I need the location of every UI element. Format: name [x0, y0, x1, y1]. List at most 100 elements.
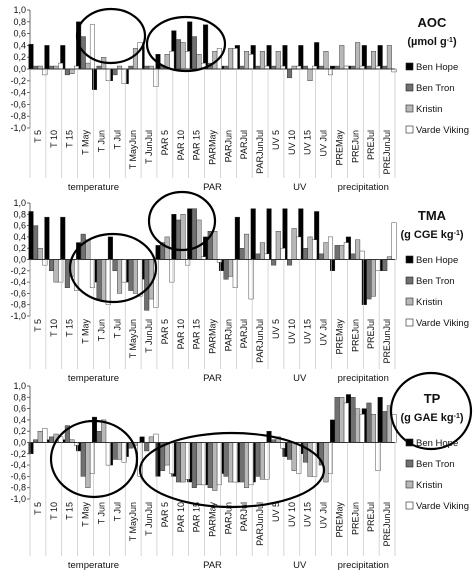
category-label: PARJun [223, 130, 233, 162]
bar [232, 442, 238, 483]
group-label: UV [293, 560, 307, 571]
chart-title: TMA [418, 208, 447, 223]
category-label: PREJun [350, 502, 360, 535]
y-tick-label: -0,2 [10, 266, 26, 276]
bar [196, 54, 202, 70]
bar [85, 442, 91, 488]
bar [85, 239, 91, 260]
category-label: PAR 10 [176, 502, 186, 532]
bar [318, 253, 324, 260]
legend-swatch [405, 438, 414, 447]
category-label: PREMay [334, 130, 344, 166]
y-tick-label: 0,8 [13, 392, 26, 402]
category-label: T May [81, 502, 91, 527]
bar [64, 259, 70, 288]
bar [175, 219, 181, 260]
bar [58, 259, 64, 283]
bar [382, 259, 388, 272]
bar [28, 211, 34, 260]
y-tick-label: 0,2 [13, 243, 26, 253]
highlight-ellipse [68, 232, 158, 304]
bar [264, 253, 270, 260]
bar [89, 442, 95, 474]
legend-swatch [405, 297, 414, 306]
bar [296, 442, 302, 474]
highlight-ellipse [49, 419, 139, 499]
group-label: temperature [68, 560, 119, 571]
category-label: UV 5 [271, 502, 281, 522]
y-tick-label: 0,2 [13, 426, 26, 436]
category-label: PARJun [223, 502, 233, 534]
legend-swatch [405, 276, 414, 285]
category-label: T Jun [96, 319, 106, 341]
bar [53, 259, 59, 283]
bar [228, 259, 234, 277]
bar [382, 411, 388, 443]
bar [307, 442, 313, 477]
category-label: PAR 5 [160, 319, 170, 344]
bar [207, 442, 213, 488]
bar [153, 433, 159, 443]
bar [287, 68, 293, 79]
bar [350, 253, 356, 260]
category-label: PREJunJul [382, 130, 392, 175]
bar [132, 259, 138, 294]
bar [366, 259, 372, 300]
y-tick-label: -0,6 [10, 99, 26, 109]
category-label: T 15 [65, 319, 75, 337]
category-label: T May [81, 130, 91, 155]
y-tick-label: 0,8 [13, 209, 26, 219]
bar [185, 51, 191, 70]
bar [312, 442, 318, 477]
bar [366, 402, 372, 443]
bar [121, 68, 127, 84]
group-label: precipitation [338, 373, 389, 384]
bar [291, 228, 297, 260]
bar [42, 428, 48, 443]
bar [375, 442, 381, 471]
y-tick-label: 0,0 [13, 438, 26, 448]
bar [361, 45, 367, 70]
category-label: T Jun [96, 502, 106, 524]
bar [302, 442, 308, 463]
bar [350, 397, 356, 443]
legend-label: Ben Tron [416, 276, 455, 287]
bar [96, 259, 102, 300]
category-label: PAR 5 [160, 130, 170, 155]
bar [180, 442, 186, 483]
category-label: UV 15 [303, 319, 313, 344]
bar [259, 442, 265, 480]
bar [287, 259, 293, 266]
bar [298, 45, 304, 70]
bar [80, 233, 86, 260]
bar [37, 431, 43, 443]
chart-unit: (µmol g-1) [407, 36, 457, 48]
bar [327, 236, 333, 260]
y-tick-label: 0,0 [13, 64, 26, 74]
bar [307, 236, 313, 260]
bar [302, 247, 308, 260]
group-label: temperature [68, 373, 119, 384]
bar [137, 259, 143, 297]
bar [327, 442, 333, 474]
bar [171, 214, 177, 260]
y-tick-label: -0,6 [10, 471, 26, 481]
legend-swatch [405, 318, 414, 327]
bar [323, 242, 329, 260]
bar [339, 45, 345, 70]
bar [92, 68, 98, 90]
chart-unit: (g GAE kg-1) [400, 412, 463, 424]
bar [323, 51, 329, 70]
bar [107, 236, 113, 260]
category-label: PAR 15 [192, 319, 202, 349]
bar [282, 45, 288, 70]
bar [228, 48, 234, 70]
bar [112, 259, 118, 272]
bar [232, 48, 238, 70]
bar [323, 442, 329, 483]
group-label: precipitation [338, 182, 389, 193]
bar [80, 442, 86, 477]
bar [112, 68, 118, 76]
bar [196, 219, 202, 260]
